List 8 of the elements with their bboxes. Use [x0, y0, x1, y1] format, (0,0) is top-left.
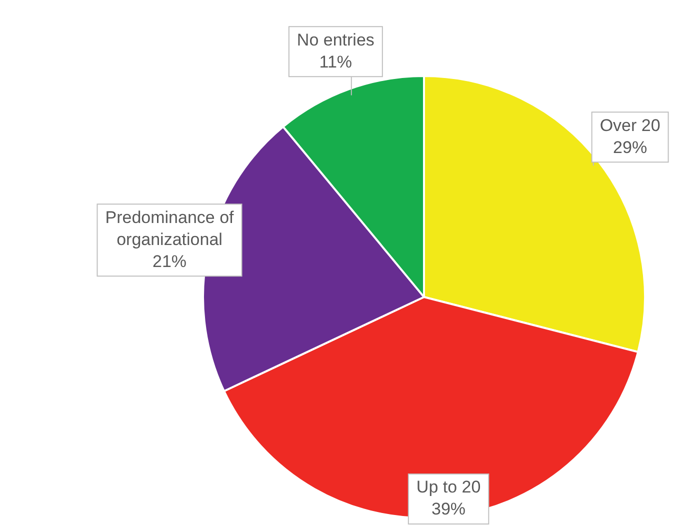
slice-label: No entries [296, 30, 374, 50]
data-label: 39% [432, 500, 466, 519]
data-label: 21% [152, 252, 187, 271]
data-label: 29% [613, 138, 648, 157]
slice-label: Over 20 [600, 116, 660, 135]
slice-label: Predominance of organizational [105, 208, 234, 249]
data-label: 11% [319, 52, 352, 72]
slice-label: Up to 20 [416, 478, 481, 497]
